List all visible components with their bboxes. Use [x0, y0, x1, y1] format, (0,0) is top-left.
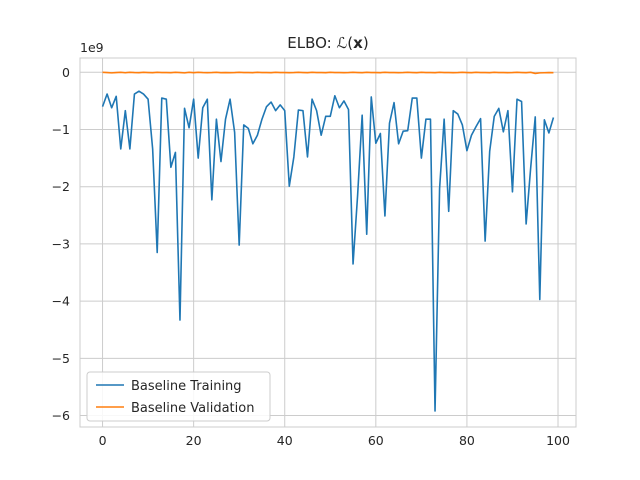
x-tick-label: 0: [99, 433, 107, 448]
x-tick-label: 20: [186, 433, 202, 448]
chart-title-bold: x: [353, 34, 363, 52]
series-line-training: [101, 90, 555, 412]
y-tick-label: −3: [52, 236, 70, 251]
series-layer: [101, 71, 555, 412]
legend: Baseline Training Baseline Validation: [86, 371, 271, 422]
y-tick-label: 0: [62, 65, 70, 80]
y-tick-label: −1: [52, 122, 70, 137]
y-offset-label: 1e9: [80, 40, 104, 55]
legend-box: [86, 371, 271, 422]
chart-title-suffix: ): [363, 34, 369, 52]
x-tick-label: 40: [277, 433, 293, 448]
y-tick-label: −5: [52, 351, 70, 366]
x-tick-label: 60: [368, 433, 384, 448]
y-tick-label: −6: [52, 408, 70, 423]
x-axis-ticks: 0 20 40 60 80 100: [99, 433, 570, 448]
y-tick-label: −4: [52, 294, 70, 309]
y-tick-label: −2: [52, 179, 70, 194]
chart-title-prefix: ELBO: ℒ(: [287, 34, 353, 52]
series-line-validation: [102, 71, 554, 75]
x-tick-label: 100: [546, 433, 570, 448]
legend-label-validation: Baseline Validation: [131, 401, 254, 416]
chart-title: ELBO: ℒ(x): [287, 34, 368, 52]
x-tick-label: 80: [459, 433, 475, 448]
y-axis-ticks: 0 −1 −2 −3 −4 −5 −6: [52, 65, 70, 423]
legend-label-training: Baseline Training: [131, 379, 242, 394]
